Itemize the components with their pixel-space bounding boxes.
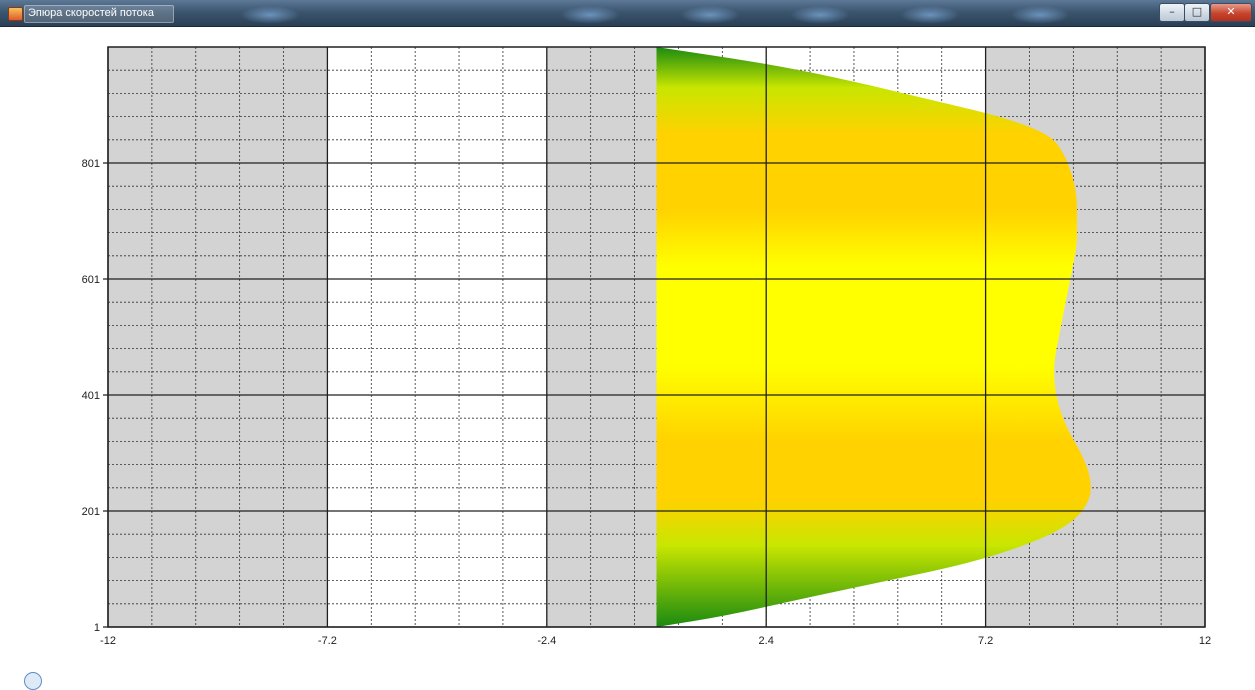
y-tick-label: 601 bbox=[82, 274, 100, 286]
y-tick-label: 401 bbox=[82, 390, 100, 402]
x-tick-label: -12 bbox=[100, 635, 116, 647]
x-tick-label: 2.4 bbox=[759, 635, 774, 647]
plot-frame bbox=[107, 46, 1206, 628]
velocity-profile-area bbox=[656, 47, 1091, 627]
x-tick-label: -7.2 bbox=[318, 635, 337, 647]
title-bar: Эпюра скоростей потока – □ ✕ bbox=[0, 0, 1255, 27]
help-icon[interactable] bbox=[24, 672, 42, 690]
maximize-button[interactable]: □ bbox=[1184, 3, 1210, 22]
x-tick-label: 7.2 bbox=[978, 635, 993, 647]
x-tick-label: -2.4 bbox=[537, 635, 556, 647]
x-tick-label: 12 bbox=[1199, 635, 1211, 647]
axis-tick-labels: -12 -7.2 -2.4 2.4 7.2 12 1 201 401 601 801 bbox=[82, 158, 1211, 647]
y-tick-label: 201 bbox=[82, 506, 100, 518]
titlebar-glow bbox=[560, 6, 620, 24]
titlebar-glow bbox=[680, 6, 740, 24]
title-highlight bbox=[24, 5, 174, 23]
window-title: Эпюра скоростей потока bbox=[28, 7, 154, 19]
shaded-band bbox=[108, 47, 328, 627]
shaded-band bbox=[546, 47, 657, 627]
titlebar-glow bbox=[790, 6, 850, 24]
titlebar-glow bbox=[900, 6, 960, 24]
close-button[interactable]: ✕ bbox=[1210, 3, 1252, 22]
titlebar-glow bbox=[1010, 6, 1070, 24]
minimize-button[interactable]: – bbox=[1159, 3, 1185, 22]
y-tick-label: 801 bbox=[82, 158, 100, 170]
y-tick-label: 1 bbox=[94, 622, 100, 634]
velocity-profile-chart: -12 -7.2 -2.4 2.4 7.2 12 1 201 401 601 801 bbox=[82, 46, 1211, 647]
titlebar-glow bbox=[240, 6, 300, 24]
app-icon[interactable] bbox=[8, 7, 23, 21]
